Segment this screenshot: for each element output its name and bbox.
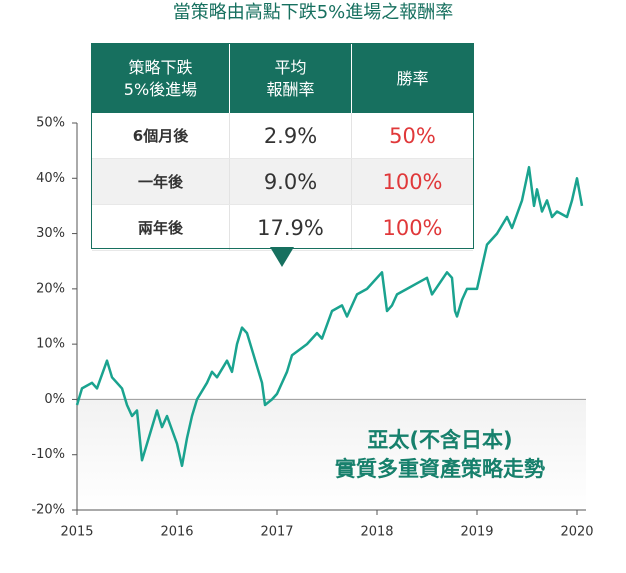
avg-return: 9.0% (229, 158, 352, 205)
annotation: 亞太(不含日本) (367, 428, 513, 452)
y-tick-label: 40% (36, 171, 65, 186)
period: 6個月後 (92, 113, 230, 159)
y-tick-label: -10% (31, 447, 65, 462)
chart-title: 當策略由高點下跌5%進場之報酬率 (173, 2, 454, 23)
y-tick-label: 50% (36, 116, 65, 131)
header-cell: 勝率 (351, 44, 473, 113)
header-cell: 平均 報酬率 (229, 44, 352, 113)
pointer (270, 247, 294, 267)
x-tick-label: 2020 (560, 525, 593, 540)
table-row: 一年後 9.0% 100% (92, 158, 473, 205)
table-row: 兩年後 17.9% 100% (92, 204, 473, 251)
x-tick-label: 2015 (60, 525, 93, 540)
y-tick-label: -20% (31, 503, 65, 518)
avg-return: 17.9% (229, 204, 352, 251)
avg-return: 2.9% (229, 113, 352, 159)
table-row: 6個月後 2.9% 50% (92, 113, 473, 159)
y-tick-label: 10% (36, 337, 65, 352)
period: 一年後 (92, 158, 230, 205)
series-line (75, 165, 584, 468)
y-tick-label: 0% (44, 392, 65, 407)
annotation: 實質多重資產策略走勢 (335, 457, 545, 481)
x-tick-label: 2019 (460, 525, 493, 540)
stats-table: 策略下跌 5%後進場 平均 報酬率 勝率 6個月後 2.9% 50% 一年後 9… (92, 44, 473, 251)
win-rate: 100% (351, 158, 473, 205)
win-rate: 100% (351, 204, 473, 251)
y-tick-label: 30% (36, 226, 65, 241)
win-rate: 50% (351, 113, 473, 159)
header-cell: 策略下跌 5%後進場 (92, 44, 230, 113)
period: 兩年後 (92, 204, 230, 251)
negative-area (77, 399, 586, 510)
x-tick-label: 2017 (260, 525, 293, 540)
y-tick-label: 20% (36, 281, 65, 296)
x-tick-label: 2016 (160, 525, 193, 540)
x-tick-label: 2018 (360, 525, 393, 540)
table-header: 策略下跌 5%後進場 平均 報酬率 勝率 (92, 44, 473, 113)
